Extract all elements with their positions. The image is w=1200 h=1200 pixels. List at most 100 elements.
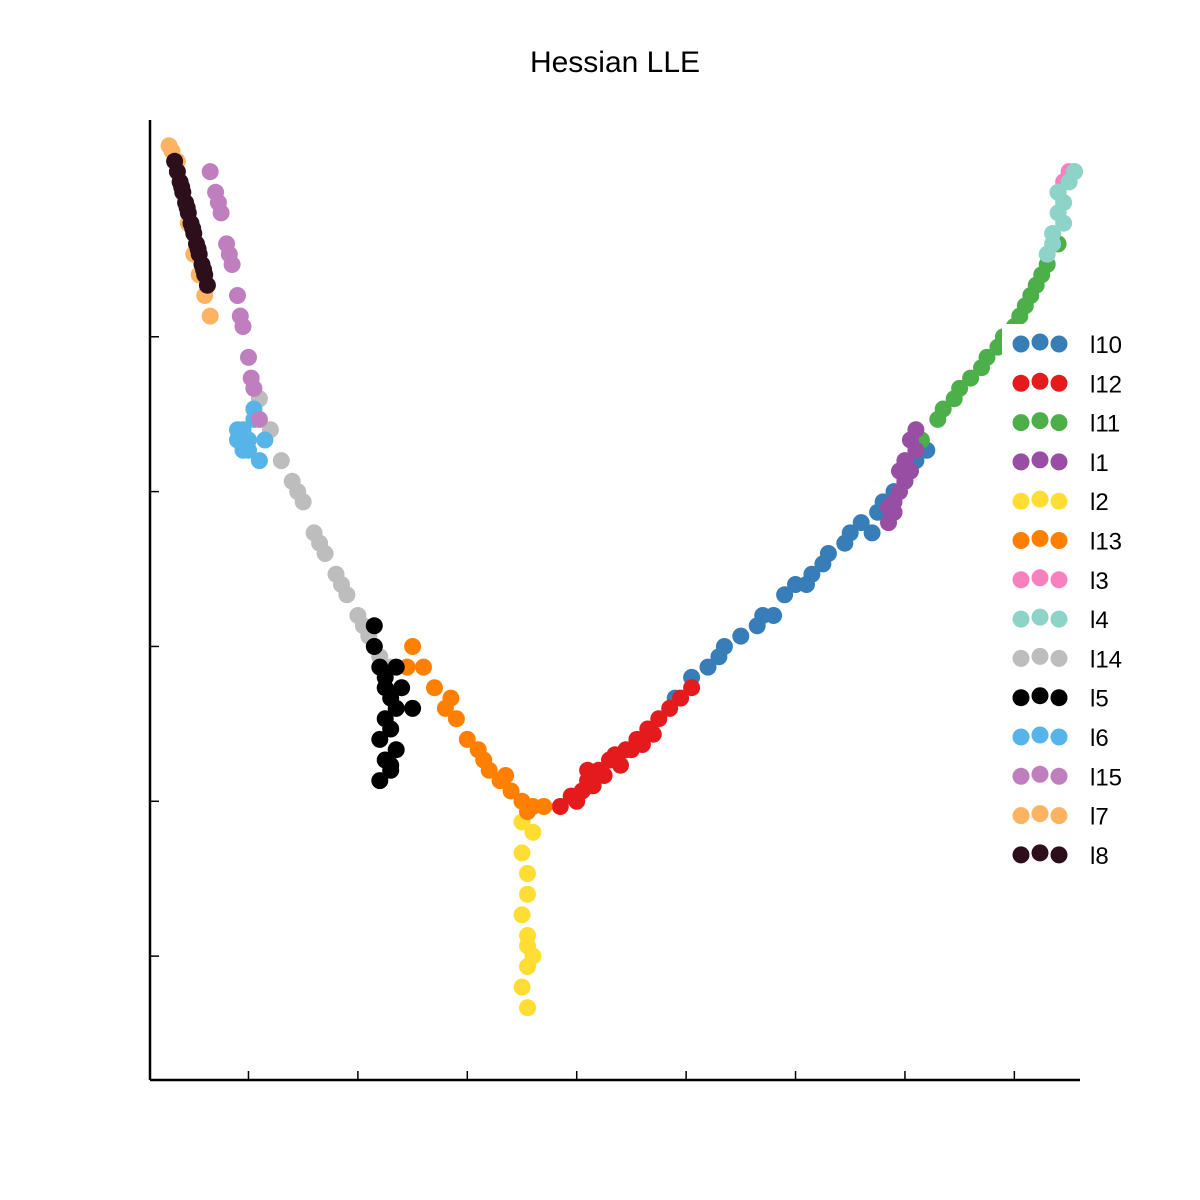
- series-l4: [1038, 163, 1083, 263]
- data-point: [519, 937, 536, 955]
- series-l2: [513, 813, 542, 1017]
- data-point: [497, 767, 515, 784]
- data-point: [289, 483, 307, 501]
- legend-marker: [1050, 492, 1068, 510]
- data-point: [173, 178, 191, 196]
- data-point: [404, 638, 422, 655]
- legend-marker: [1050, 532, 1068, 549]
- data-point: [891, 462, 908, 480]
- data-point: [732, 627, 750, 645]
- legend-marker: [1031, 726, 1049, 744]
- data-point: [934, 400, 952, 418]
- data-point: [699, 658, 717, 676]
- data-point: [365, 638, 383, 655]
- legend-marker: [1031, 530, 1049, 547]
- data-point: [863, 524, 881, 542]
- legend-marker: [1031, 844, 1049, 862]
- legend-label: l7: [1090, 804, 1109, 831]
- series-l8: [166, 152, 216, 294]
- data-point: [513, 906, 531, 924]
- data-point: [951, 379, 969, 397]
- data-point: [1033, 266, 1051, 284]
- data-point: [189, 240, 207, 258]
- data-point: [1049, 183, 1067, 201]
- legend-marker: [1012, 492, 1030, 510]
- data-point: [798, 576, 815, 593]
- legend-marker: [1012, 807, 1030, 825]
- legend-item: l15: [1012, 764, 1122, 791]
- legend-marker: [1031, 333, 1049, 351]
- legend-label: l2: [1090, 489, 1109, 516]
- legend-item: l8: [1012, 843, 1109, 870]
- legend-marker: [1012, 571, 1030, 589]
- legend-item: l11: [1012, 411, 1120, 438]
- series-l13: [398, 638, 553, 821]
- data-point: [683, 679, 701, 697]
- data-point: [195, 261, 213, 279]
- data-point: [415, 658, 432, 676]
- data-point: [426, 679, 443, 697]
- legend-marker: [1050, 374, 1068, 392]
- data-point: [535, 798, 553, 815]
- data-point: [754, 607, 772, 624]
- legend-label: l8: [1090, 843, 1109, 870]
- data-point: [907, 421, 925, 439]
- data-point: [776, 586, 794, 604]
- legend-marker: [1050, 728, 1068, 746]
- data-point: [595, 767, 613, 784]
- data-point: [519, 803, 536, 821]
- legend-marker: [1050, 610, 1068, 628]
- data-point: [209, 194, 227, 212]
- data-point: [250, 452, 268, 470]
- legend-label: l15: [1090, 764, 1122, 791]
- legend-label: l14: [1090, 646, 1122, 673]
- data-point: [622, 741, 640, 759]
- legend-item: l4: [1012, 607, 1109, 634]
- data-point: [880, 498, 897, 516]
- legend-marker: [1050, 571, 1068, 589]
- legend-item: l3: [1012, 568, 1109, 595]
- data-point: [644, 725, 662, 743]
- data-point: [229, 421, 246, 439]
- data-point: [568, 792, 586, 810]
- legend-marker: [1012, 767, 1030, 785]
- data-point: [1022, 287, 1040, 304]
- legend-marker: [1012, 728, 1030, 746]
- data-point: [184, 219, 202, 237]
- data-point: [250, 410, 268, 428]
- data-point: [240, 348, 257, 366]
- data-point: [404, 699, 422, 717]
- data-point: [178, 199, 196, 217]
- data-point: [519, 958, 536, 975]
- data-point: [1011, 307, 1029, 325]
- data-point: [579, 761, 597, 779]
- data-point: [442, 689, 460, 707]
- data-point: [201, 163, 219, 181]
- legend-marker: [1031, 451, 1049, 469]
- data-point: [524, 823, 542, 841]
- data-point: [365, 617, 383, 635]
- data-point: [393, 679, 411, 697]
- legend-item: l2: [1012, 489, 1109, 516]
- legend-label: l3: [1090, 568, 1109, 595]
- data-point: [606, 746, 624, 764]
- series-l1: [880, 421, 925, 532]
- data-point: [502, 782, 520, 800]
- data-point: [814, 555, 832, 573]
- legend-marker: [1012, 453, 1030, 471]
- legend: l10 l12 l11 l1 l2 l13 l3 l4 l14 l5 l6 l15 l7 l8: [1002, 324, 1152, 885]
- data-points: [160, 137, 1083, 1017]
- data-point: [672, 689, 690, 707]
- data-point: [519, 999, 536, 1017]
- series-l12: [551, 679, 701, 815]
- data-point: [333, 576, 350, 593]
- data-point: [513, 978, 531, 996]
- data-point: [962, 369, 980, 387]
- data-point: [371, 730, 389, 748]
- legend-item: l6: [1012, 725, 1109, 752]
- chart-title: Hessian LLE: [530, 46, 700, 79]
- data-point: [584, 777, 602, 795]
- legend-marker: [1012, 532, 1030, 549]
- legend-item: l12: [1012, 371, 1122, 398]
